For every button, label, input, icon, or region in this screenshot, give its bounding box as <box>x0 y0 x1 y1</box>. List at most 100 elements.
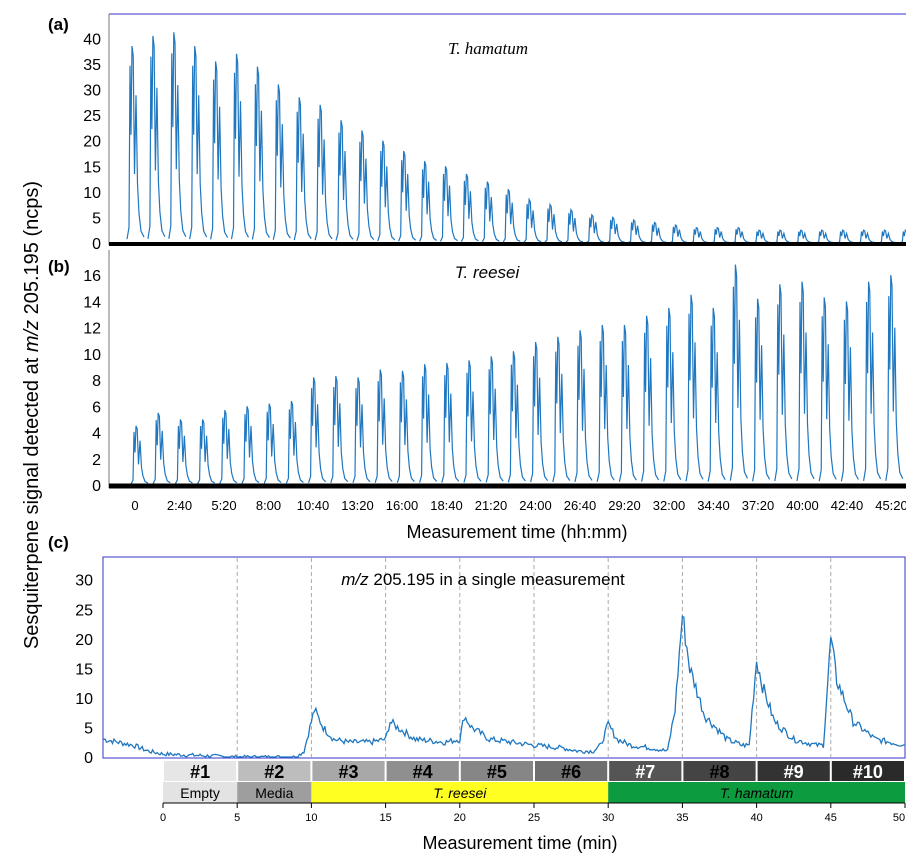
panel-b-peak <box>197 419 215 484</box>
panel-b-xtick-label: 16:00 <box>386 498 419 513</box>
panel-b-xtick-label: 37:20 <box>742 498 775 513</box>
panel-b-ytick-label: 16 <box>83 268 101 285</box>
panel-a-peak <box>711 226 730 244</box>
panel-a-peak <box>419 161 437 242</box>
panel-a-peak <box>398 150 417 242</box>
panel-b-label: (b) <box>48 257 70 276</box>
panel-a-peak <box>837 229 855 244</box>
panel-c-yticks: 0 5 10 15 20 25 30 <box>75 573 93 767</box>
panel-b-peak <box>707 307 726 482</box>
panel-a-peak <box>586 213 604 243</box>
panel-b-ytick-label: 0 <box>92 478 101 495</box>
panel-a-peak <box>900 229 906 244</box>
condition-segment-label: T. reesei <box>433 785 487 801</box>
panel-a-peak <box>774 229 792 244</box>
panel-b-peak <box>552 336 571 483</box>
panel-b-peak <box>596 324 615 482</box>
panel-c-signal-line <box>103 614 906 758</box>
panel-a-label: (a) <box>48 15 69 34</box>
panel-a-peak <box>481 181 500 243</box>
panel-a-peak <box>210 61 229 240</box>
measurement-segment-label: #2 <box>264 762 284 782</box>
panel-a-peak <box>649 221 667 244</box>
panel-c-xtick-label: 25 <box>528 812 540 824</box>
y-axis-label: Sesquiterpene signal detected at m/z 205… <box>21 181 43 649</box>
panel-c-ytick-label: 25 <box>75 602 93 619</box>
measurement-segment-label: #8 <box>709 762 729 782</box>
panel-c-xtick-label: 15 <box>379 812 391 824</box>
panel-a-peak <box>147 35 166 239</box>
panel-b-xtick-label: 32:00 <box>653 498 686 513</box>
panel-a-ytick-label: 15 <box>83 159 101 176</box>
panel-b-peak <box>618 324 637 482</box>
panel-b-peak <box>285 400 304 484</box>
measurement-segment-label: #9 <box>784 762 804 782</box>
panel-b-peak <box>419 364 438 483</box>
panel-b-ytick-label: 4 <box>92 426 101 443</box>
panel-c-xlabel: Measurement time (min) <box>422 833 617 853</box>
condition-segment-label: Empty <box>180 785 220 801</box>
panel-a-ytick-label: 30 <box>83 83 101 100</box>
panel-a-peak <box>565 208 584 243</box>
panel-a-ytick-label: 10 <box>83 185 101 202</box>
panel-c-measurement-bar: #1 #2 #3 #4 #5 #6 #7 #8 #9 #10 <box>164 761 904 782</box>
panel-c-ytick-label: 5 <box>84 720 93 737</box>
panel-a-yticks: 0 5 10 15 20 25 30 35 40 <box>83 31 101 253</box>
panel-b-peak <box>174 419 193 484</box>
panel-b-xtick-label: 10:40 <box>297 498 330 513</box>
panel-b-xtick-label: 24:00 <box>519 498 552 513</box>
panel-b-ytick-label: 10 <box>83 347 101 364</box>
measurement-segment <box>386 761 459 781</box>
panel-a-ytick-label: 0 <box>92 236 101 253</box>
panel-c-xtick-label: 40 <box>750 812 762 824</box>
condition-segment-label: Media <box>255 785 293 801</box>
panel-c-ytick-label: 20 <box>75 632 93 649</box>
panel-c-xtick-label: 35 <box>676 812 688 824</box>
measurement-segment <box>312 761 385 781</box>
panel-a-peak <box>732 226 751 244</box>
panel-b-xtick-label: 2:40 <box>167 498 192 513</box>
panel-b-peak <box>263 403 282 484</box>
panel-b-peak <box>863 281 882 481</box>
panel-b-peak <box>308 377 327 483</box>
panel-a-ytick-label: 5 <box>92 210 101 227</box>
panel-b-peak <box>752 298 771 482</box>
panel-a-peak <box>795 229 813 244</box>
panel-b-ytick-label: 12 <box>83 321 101 338</box>
measurement-segment-label: #3 <box>338 762 358 782</box>
panel-b-peak <box>241 406 260 484</box>
panel-b-ytick-label: 2 <box>92 452 101 469</box>
panel-c-label: (c) <box>48 533 69 552</box>
measurement-segment <box>609 761 682 781</box>
panel-b-peak <box>729 264 748 481</box>
panel-a-annotation: T. hamatum <box>448 39 528 58</box>
panel-b-xtick-label: 13:20 <box>341 498 374 513</box>
panel-b-xtick-label: 0 <box>131 498 138 513</box>
panel-a-peak <box>691 226 709 244</box>
panel-b-peak <box>641 315 660 482</box>
panel-b-peak <box>574 330 593 483</box>
panel-b-peak <box>463 360 482 483</box>
panel-a-peak <box>544 202 563 243</box>
panel-b-xticks: 0 2:40 5:20 8:00 10:40 13:20 16:00 18:40 21:20 24… <box>131 498 906 513</box>
panel-a-peak <box>335 120 354 241</box>
panel-c-xtick-label: 30 <box>602 812 614 824</box>
panel-a-peak <box>439 166 458 242</box>
panel-b-peak <box>152 412 171 484</box>
panel-a-ytick-label: 40 <box>83 31 101 48</box>
measurement-segment-label: #1 <box>190 762 210 782</box>
panel-c-xtick-label: 50 <box>893 812 905 824</box>
measurement-segment <box>460 761 533 781</box>
panel-a-peak <box>502 189 521 243</box>
panel-c-xtick-label: 45 <box>825 812 837 824</box>
panel-c-grid <box>236 558 832 757</box>
condition-segment <box>163 782 238 803</box>
panel-a-peak <box>607 215 625 243</box>
panel-a-peak <box>126 46 145 240</box>
panel-c-ytick-label: 30 <box>75 573 93 590</box>
panel-a-peak <box>356 130 375 241</box>
panel-a-peak <box>377 140 396 242</box>
panel-a-peak <box>293 97 312 241</box>
panel-a-peak <box>670 223 688 244</box>
panel-a-peak <box>523 197 542 243</box>
